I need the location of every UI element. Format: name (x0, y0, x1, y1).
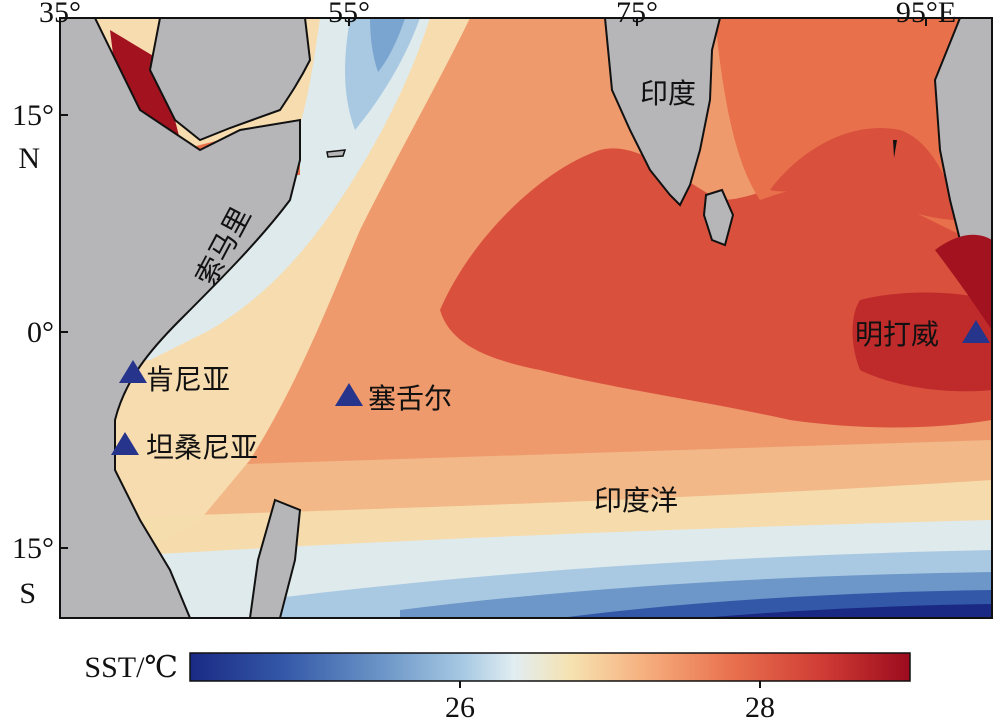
colorbar-tick-label: 26 (445, 691, 475, 724)
colorbar-label: SST/℃ (84, 651, 178, 684)
x-tick-label: 55° (328, 0, 370, 29)
x-tick-label: 75° (616, 0, 658, 29)
x-tick-label: 95°E (896, 0, 956, 29)
label-seychelles: 塞舌尔 (368, 382, 452, 415)
y-tick-label: 15° (12, 532, 54, 565)
sst-field (60, 18, 992, 618)
label-mentawai: 明打威 (855, 318, 939, 351)
label-tanzania: 坦桑尼亚 (146, 431, 258, 464)
map-frame (59, 17, 993, 619)
site-marker-kenya (119, 360, 147, 383)
y-tick-label: S (19, 577, 36, 610)
label-indian-ocean: 印度洋 (594, 484, 678, 517)
site-marker-mentawai (962, 320, 990, 343)
y-tick-label: 15° (12, 99, 54, 132)
y-tick-label: 0° (27, 316, 54, 349)
label-kenya: 肯尼亚 (146, 363, 230, 396)
label-india: 印度 (640, 77, 696, 110)
y-tick-label: N (18, 142, 40, 175)
colorbar-tick-label: 28 (745, 691, 775, 724)
site-marker-seychelles (335, 383, 363, 406)
site-marker-tanzania (111, 432, 139, 455)
x-tick-label: 35° (39, 0, 81, 29)
colorbar: SST/℃ 26 28 (84, 651, 911, 724)
